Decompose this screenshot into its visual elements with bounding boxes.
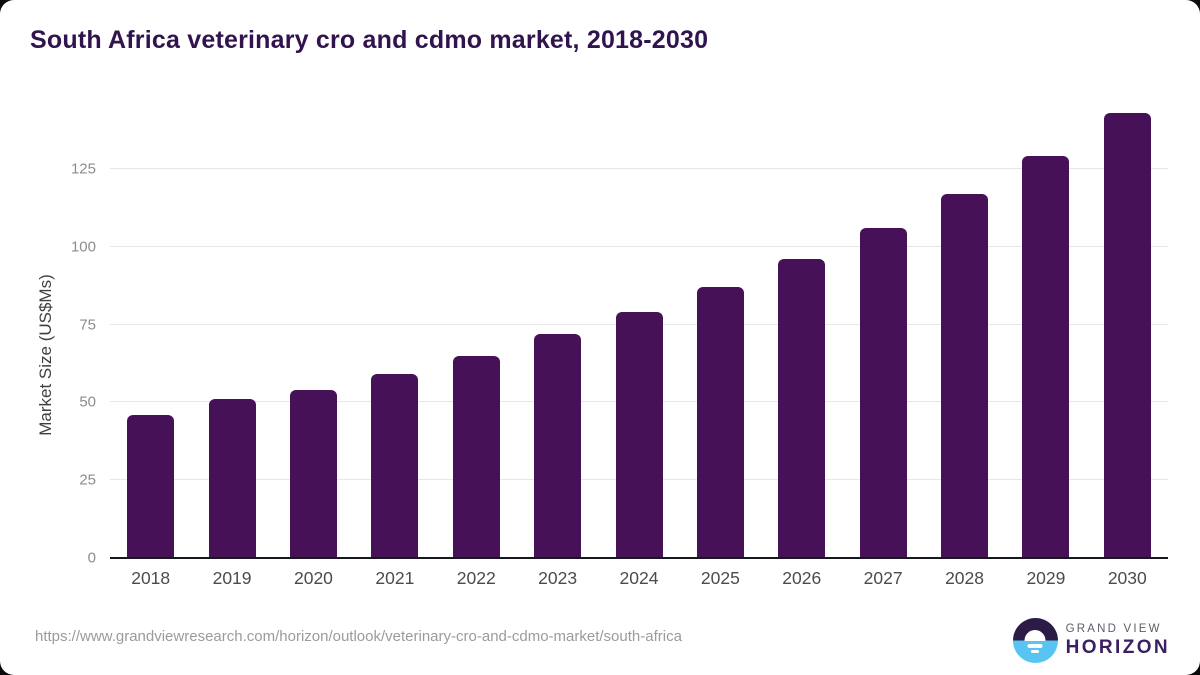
logo-text: GRAND VIEW HORIZON (1065, 622, 1170, 659)
x-tick-label-2018: 2018 (131, 568, 171, 588)
logo-line-horizon: HORIZON (1065, 637, 1170, 659)
y-tick-label-0: 0 (87, 549, 96, 567)
x-tick-label-2029: 2029 (1026, 568, 1066, 588)
source-url: https://www.grandviewresearch.com/horizo… (35, 628, 682, 645)
x-axis-line (110, 557, 1168, 559)
x-tick-label-2027: 2027 (863, 568, 903, 588)
bar-2023 (534, 333, 582, 558)
y-tick-label-25: 25 (79, 471, 96, 489)
bar-2025 (696, 287, 744, 558)
sun-icon (1024, 630, 1046, 641)
bar-2021 (371, 374, 419, 558)
x-tick-label-2023: 2023 (538, 568, 578, 588)
chart-title: South Africa veterinary cro and cdmo mar… (30, 26, 709, 54)
x-tick-label-2021: 2021 (375, 568, 415, 588)
x-tick-label-2028: 2028 (945, 568, 984, 588)
bar-2018 (127, 414, 175, 558)
sun-reflection-bar (1027, 643, 1043, 648)
bar-2027 (859, 228, 907, 558)
y-tick-label-75: 75 (79, 316, 96, 333)
x-tick-label-2025: 2025 (700, 568, 740, 588)
bar-2029 (1022, 156, 1070, 558)
gridline-100 (110, 245, 1168, 247)
x-tick-label-2022: 2022 (456, 568, 496, 588)
bar-2019 (208, 399, 256, 558)
bar-2030 (1103, 112, 1151, 558)
bar-2022 (452, 355, 500, 558)
bar-2026 (778, 259, 826, 558)
sun-reflection-bar (1031, 650, 1040, 653)
y-axis-title: Market Size (US$Ms) (36, 274, 55, 436)
gridline-125 (110, 167, 1168, 169)
x-tick-label-2030: 2030 (1107, 568, 1147, 588)
y-tick-label-125: 125 (70, 160, 96, 178)
bar-2024 (615, 312, 663, 558)
logo-line-grand-view: GRAND VIEW (1065, 622, 1162, 635)
bar-2028 (941, 193, 989, 558)
grand-view-horizon-logo: GRAND VIEW HORIZON (1012, 618, 1170, 663)
x-tick-label-2024: 2024 (619, 568, 659, 588)
x-tick-label-2019: 2019 (212, 568, 252, 588)
bar-chart-plot-area (110, 91, 1168, 559)
x-tick-label-2020: 2020 (293, 568, 333, 588)
bar-2020 (289, 389, 337, 558)
y-tick-label-50: 50 (79, 393, 96, 411)
x-tick-label-2026: 2026 (782, 568, 822, 588)
y-tick-label-100: 100 (70, 238, 96, 256)
horizon-sunrise-icon (1012, 618, 1058, 663)
